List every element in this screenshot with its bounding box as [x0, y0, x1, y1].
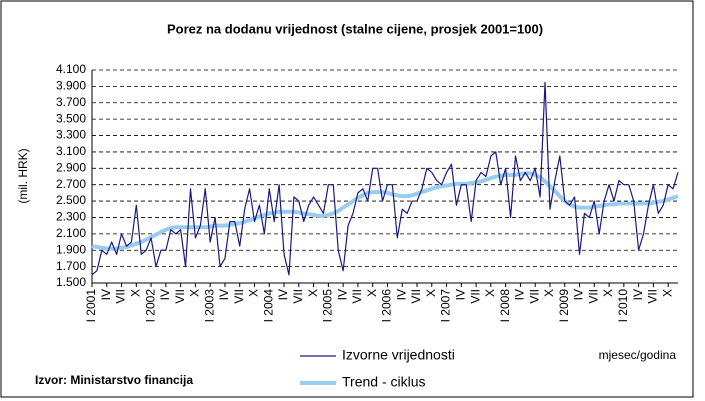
y-tick-label: 3.900: [56, 79, 86, 93]
y-tick-label: 3.100: [56, 144, 86, 158]
x-tick-label: I 2006: [380, 289, 394, 323]
x-tick-label: I 2004: [261, 289, 275, 323]
x-axis-label: mjesec/godina: [599, 348, 677, 362]
x-tick-label: I 2007: [439, 289, 453, 323]
x-tick-label: X: [306, 289, 320, 297]
x-tick-label: I 2005: [321, 289, 335, 323]
chart-title: Porez na dodanu vrijednost (stalne cijen…: [167, 21, 543, 36]
y-tick-label: 1.700: [56, 259, 86, 273]
y-tick-label: 4.100: [56, 62, 86, 76]
x-tick-label: IV: [276, 289, 290, 300]
x-tick-label: VII: [350, 289, 364, 304]
series-line: [91, 81, 679, 276]
x-tick-label: X: [542, 289, 556, 297]
x-tick-label: X: [660, 289, 674, 297]
y-axis-label: (mil. HRK): [16, 148, 30, 203]
x-tick-label: IV: [335, 289, 349, 300]
x-tick-label: X: [247, 289, 261, 297]
x-tick-label: IV: [217, 289, 231, 300]
y-tick-label: 2.700: [56, 177, 86, 191]
y-tick-label: 2.300: [56, 210, 86, 224]
y-tick-label: 2.900: [56, 160, 86, 174]
legend-label: Trend - ciklus: [342, 374, 426, 390]
x-tick-label: IV: [99, 289, 113, 300]
x-tick-label: IV: [453, 289, 467, 300]
x-tick-label: I 2009: [557, 289, 571, 323]
x-tick-label: VII: [173, 289, 187, 304]
x-tick-label: IV: [513, 289, 527, 300]
y-tick-label: 1.500: [56, 275, 86, 289]
x-tick-label: VII: [646, 289, 660, 304]
x-tick-label: IV: [158, 289, 172, 300]
x-tick-label: I 2008: [498, 289, 512, 323]
x-tick-label: I 2002: [143, 289, 157, 323]
x-tick-label: X: [128, 289, 142, 297]
x-tick-label: VII: [527, 289, 541, 304]
y-tick-label: 2.500: [56, 193, 86, 207]
x-tick-label: X: [424, 289, 438, 297]
x-tick-label: I 2010: [616, 289, 630, 323]
y-tick-label: 3.700: [56, 95, 86, 109]
x-tick-label: IV: [572, 289, 586, 300]
source: Izvor: Ministarstvo financija: [35, 373, 193, 387]
y-tick-label: 3.500: [56, 111, 86, 125]
x-tick-label: X: [601, 289, 615, 297]
legend-label: Izvorne vrijednosti: [342, 347, 455, 363]
x-tick-label: VII: [409, 289, 423, 304]
y-tick-label: 1.900: [56, 242, 86, 256]
x-tick-label: VII: [586, 289, 600, 304]
x-tick-label: I 2001: [84, 289, 98, 323]
x-tick-label: VII: [468, 289, 482, 304]
frame: [0, 0, 694, 398]
x-tick-label: IV: [394, 289, 408, 300]
x-tick-label: VII: [232, 289, 246, 304]
x-tick-label: VII: [114, 289, 128, 304]
x-tick-label: I 2003: [202, 289, 216, 323]
y-tick-label: 2.100: [56, 226, 86, 240]
x-tick-label: X: [365, 289, 379, 297]
y-tick-label: 3.300: [56, 128, 86, 142]
x-tick-label: X: [483, 289, 497, 297]
x-tick-label: X: [188, 289, 202, 297]
x-tick-label: VII: [291, 289, 305, 304]
x-tick-label: IV: [631, 289, 645, 300]
